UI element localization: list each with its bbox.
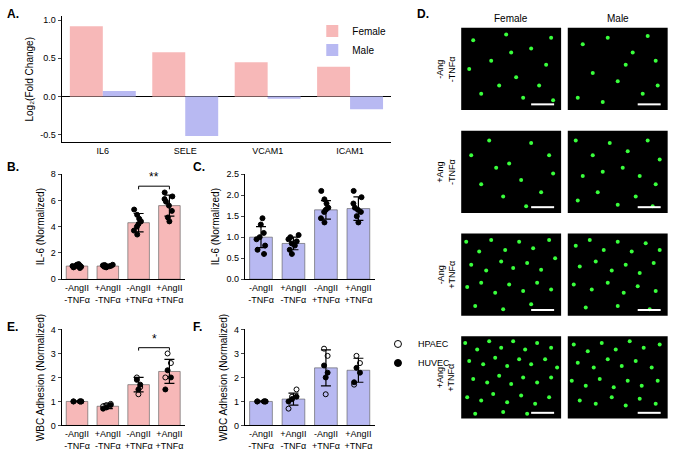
svg-text:ICAM1: ICAM1 <box>336 146 364 156</box>
svg-text:IL-6 (Normalized): IL-6 (Normalized) <box>210 188 221 265</box>
svg-text:-AngII+TNFα: -AngII+TNFα <box>125 283 153 305</box>
svg-text:HUVEC: HUVEC <box>418 358 450 368</box>
svg-text:4: 4 <box>51 222 56 232</box>
svg-text:IL-6 (Normalized): IL-6 (Normalized) <box>35 188 46 265</box>
svg-text:Female: Female <box>352 26 386 37</box>
svg-text:-AngII-TNFα: -AngII-TNFα <box>64 429 90 451</box>
svg-text:-Ang-TNFα: -Ang-TNFα <box>435 56 457 82</box>
svg-text:0.0: 0.0 <box>226 274 239 284</box>
svg-text:+Ang+TNFα: +Ang+TNFα <box>435 364 457 392</box>
svg-text:F.: F. <box>193 320 202 334</box>
svg-text:Female: Female <box>494 13 528 24</box>
svg-text:-AngII+TNFα: -AngII+TNFα <box>312 429 340 451</box>
svg-text:0.0: 0.0 <box>43 92 56 102</box>
svg-text:+AngII-TNFα: +AngII-TNFα <box>280 283 306 305</box>
svg-text:1.0: 1.0 <box>43 15 56 25</box>
svg-text:3: 3 <box>234 349 239 359</box>
svg-text:8: 8 <box>51 169 56 179</box>
svg-text:1.0: 1.0 <box>226 232 239 242</box>
svg-text:*: * <box>152 332 157 346</box>
svg-text:2: 2 <box>234 373 239 383</box>
svg-text:IL6: IL6 <box>97 146 110 156</box>
svg-text:E.: E. <box>7 320 18 334</box>
svg-text:2: 2 <box>51 248 56 258</box>
svg-text:WBC Adhesion (Normalized): WBC Adhesion (Normalized) <box>218 314 229 441</box>
svg-text:Male: Male <box>352 45 374 56</box>
svg-text:0.5: 0.5 <box>43 53 56 63</box>
svg-text:+AngII+TNFα: +AngII+TNFα <box>344 429 372 451</box>
svg-text:0: 0 <box>234 421 239 431</box>
svg-text:VCAM1: VCAM1 <box>252 146 283 156</box>
svg-text:1: 1 <box>51 397 56 407</box>
svg-text:2: 2 <box>51 373 56 383</box>
svg-text:-Ang+TNFα: -Ang+TNFα <box>436 261 458 289</box>
svg-text:Male: Male <box>607 13 629 24</box>
svg-text:2.0: 2.0 <box>226 190 239 200</box>
svg-text:+AngII+TNFα: +AngII+TNFα <box>155 283 183 305</box>
svg-text:1: 1 <box>234 397 239 407</box>
svg-text:A.: A. <box>7 7 19 21</box>
svg-text:-AngII-TNFα: -AngII-TNFα <box>248 429 274 451</box>
svg-text:3: 3 <box>51 349 56 359</box>
svg-text:D.: D. <box>417 7 429 21</box>
svg-text:0: 0 <box>51 274 56 284</box>
svg-text:WBC Adhesion (Normalized): WBC Adhesion (Normalized) <box>35 314 46 441</box>
svg-text:+AngII+TNFα: +AngII+TNFα <box>155 429 183 451</box>
svg-text:HPAEC: HPAEC <box>418 339 449 349</box>
svg-text:SELE: SELE <box>174 146 197 156</box>
svg-text:+AngII-TNFα: +AngII-TNFα <box>95 283 121 305</box>
svg-text:-AngII+TNFα: -AngII+TNFα <box>312 283 340 305</box>
svg-text:0: 0 <box>51 421 56 431</box>
svg-text:+AngII+TNFα: +AngII+TNFα <box>344 283 372 305</box>
svg-text:-AngII-TNFα: -AngII-TNFα <box>248 283 274 305</box>
svg-text:C.: C. <box>193 160 205 174</box>
svg-text:+AngII-TNFα: +AngII-TNFα <box>280 429 306 451</box>
svg-text:Log₂(Fold Change): Log₂(Fold Change) <box>24 37 35 122</box>
svg-text:4: 4 <box>234 325 239 335</box>
svg-text:-0.5: -0.5 <box>40 130 56 140</box>
svg-text:2.5: 2.5 <box>226 169 239 179</box>
svg-text:4: 4 <box>51 325 56 335</box>
svg-text:-AngII-TNFα: -AngII-TNFα <box>64 283 90 305</box>
svg-text:+AngII-TNFα: +AngII-TNFα <box>95 429 121 451</box>
svg-text:6: 6 <box>51 196 56 206</box>
svg-text:B.: B. <box>7 160 19 174</box>
svg-text:+Ang-TNFα: +Ang-TNFα <box>435 159 457 185</box>
svg-text:1.5: 1.5 <box>226 211 239 221</box>
svg-text:-AngII+TNFα: -AngII+TNFα <box>125 429 153 451</box>
svg-text:0.5: 0.5 <box>226 253 239 263</box>
svg-text:**: ** <box>149 170 159 184</box>
